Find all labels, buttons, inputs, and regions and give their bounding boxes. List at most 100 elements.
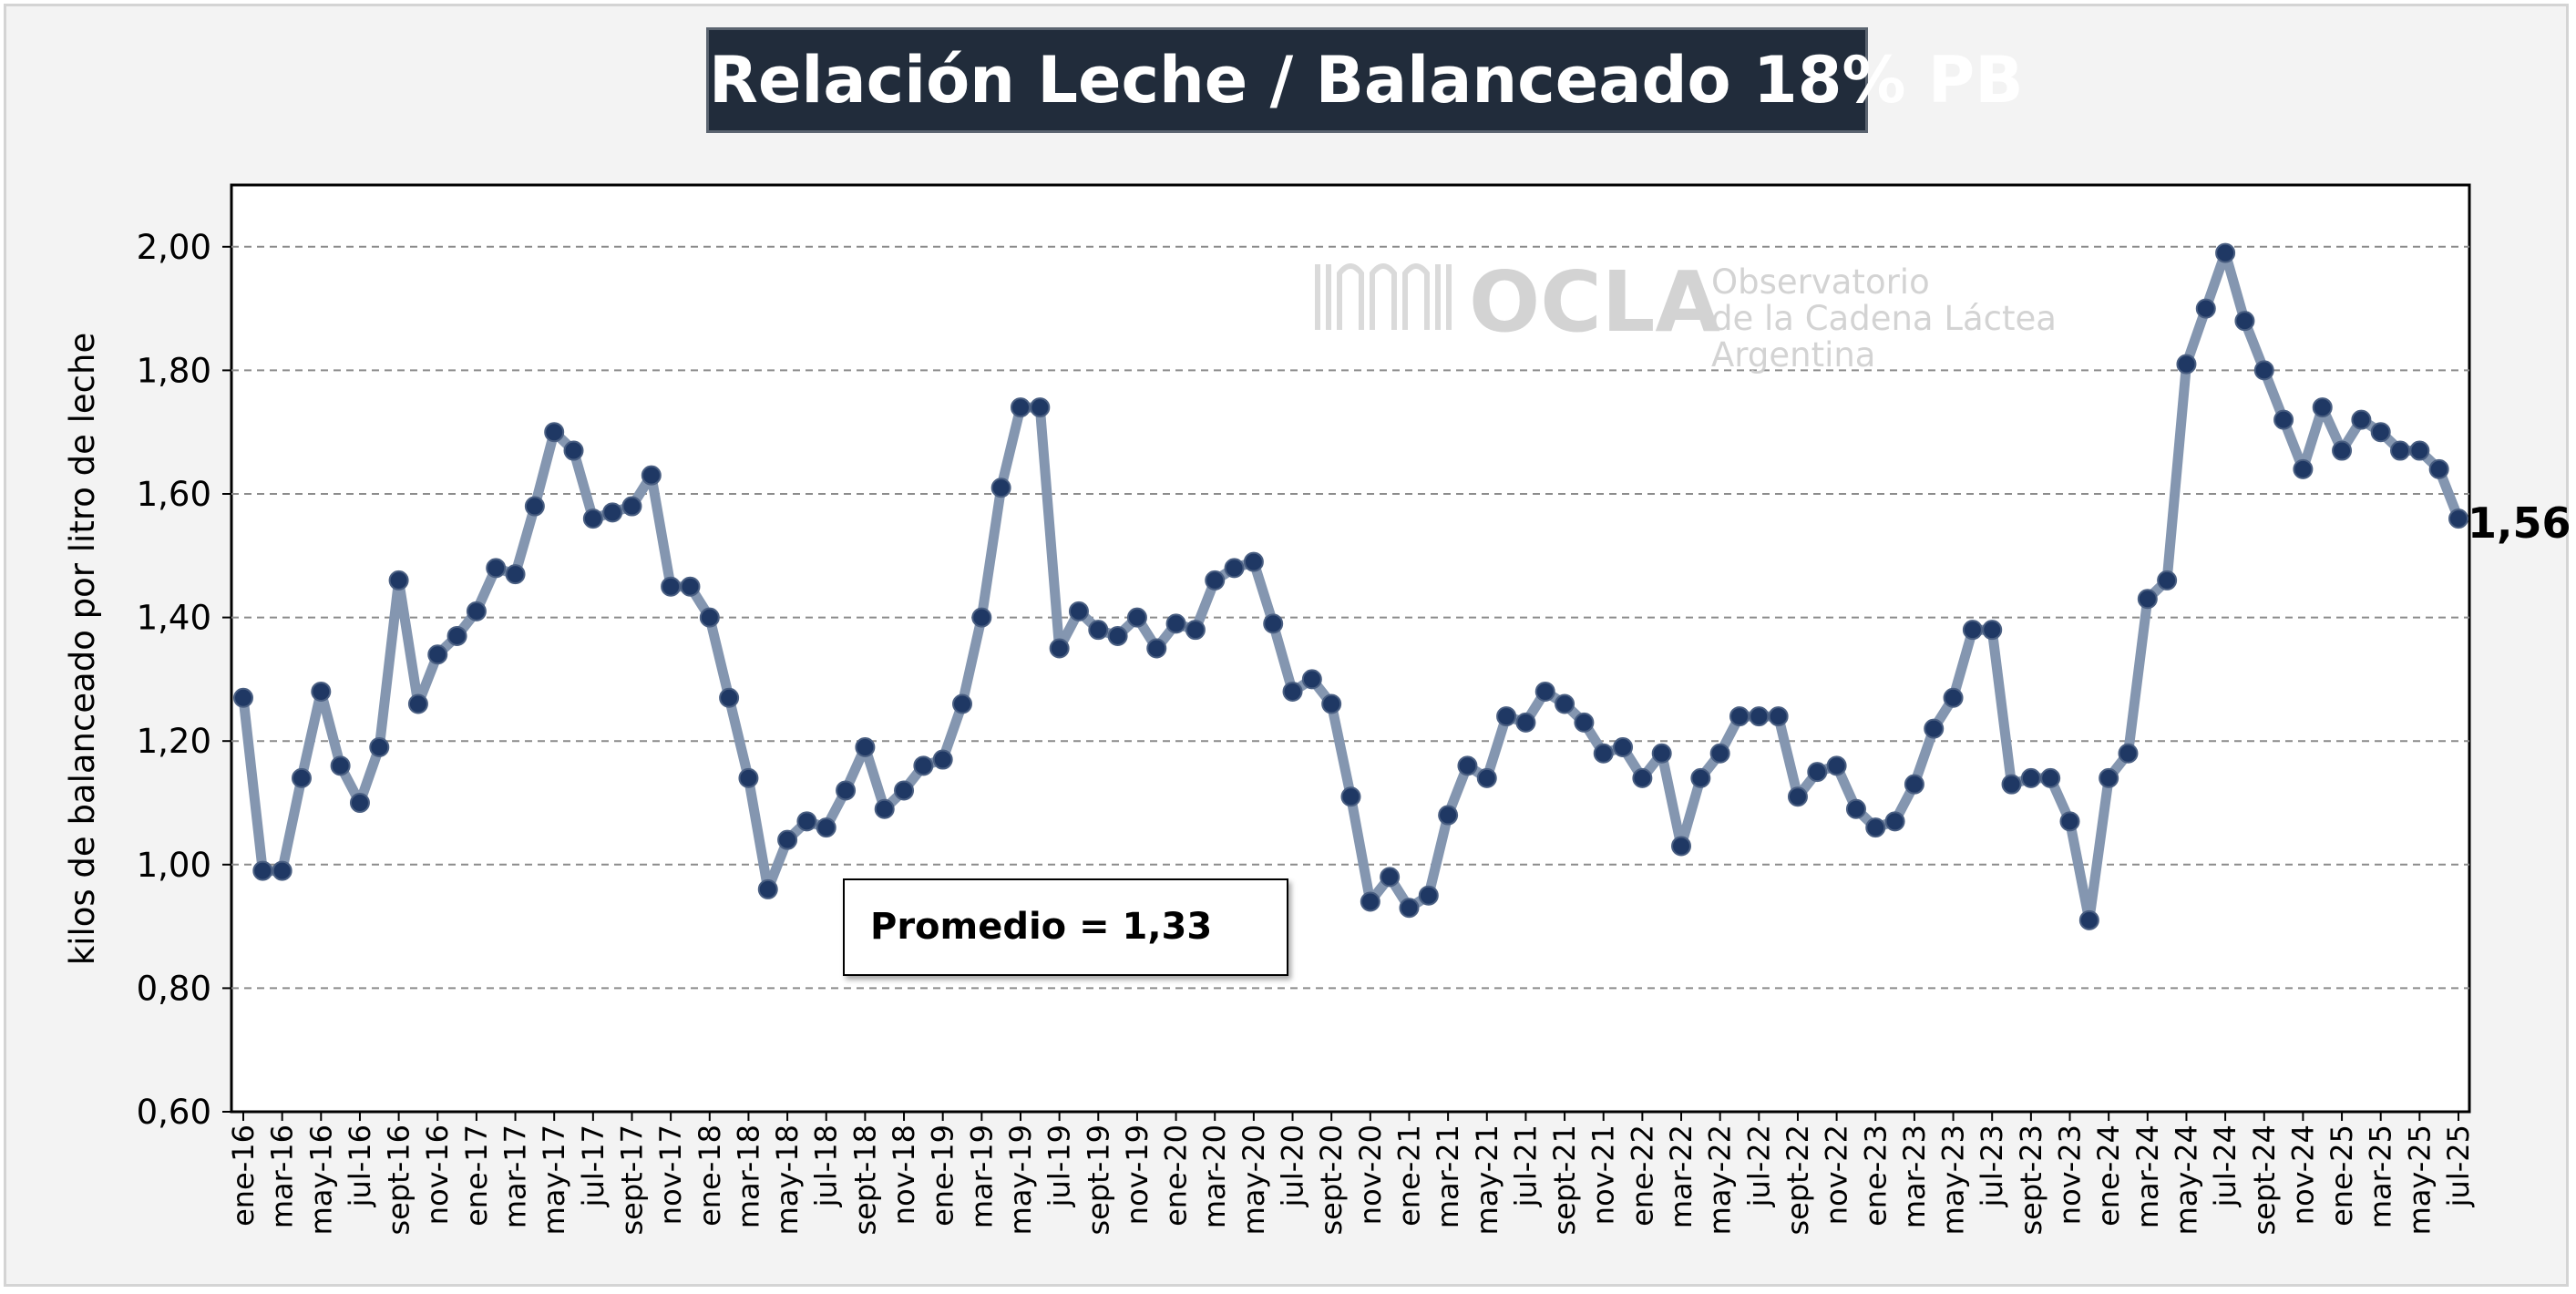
- data-point: [2351, 409, 2372, 430]
- data-point: [2157, 570, 2178, 591]
- data-point: [544, 422, 565, 443]
- x-tick-label: jul-24: [2208, 1125, 2242, 1207]
- x-tick-label: may-18: [770, 1125, 805, 1235]
- data-point: [757, 878, 778, 899]
- data-point: [719, 687, 740, 708]
- series-layer: [233, 242, 2468, 930]
- data-point: [1729, 706, 1750, 727]
- data-point: [1321, 693, 1342, 714]
- data-point: [913, 755, 934, 776]
- x-tick-label: jul-21: [1508, 1125, 1543, 1207]
- data-point: [2099, 767, 2119, 788]
- data-point: [1555, 693, 1575, 714]
- x-tick-label: may-19: [1003, 1125, 1038, 1235]
- x-tick-label: sept-17: [614, 1125, 649, 1235]
- x-tick-label: ene-20: [1159, 1125, 1194, 1227]
- x-tick-label: ene-24: [2091, 1125, 2126, 1227]
- ocla-logo-line2: de la Cadena Láctea: [1711, 299, 2057, 338]
- data-point: [932, 749, 953, 770]
- data-point: [427, 644, 448, 665]
- x-axis-ticks: ene-16 mar-16 may-16 jul-16 sept-16 nov-16 ene…: [226, 1112, 2476, 1235]
- data-point: [796, 811, 817, 832]
- x-tick-label: sept-18: [847, 1125, 882, 1235]
- data-point: [1243, 551, 1264, 572]
- data-point: [2253, 360, 2274, 381]
- data-point: [816, 817, 836, 838]
- data-point: [1884, 811, 1905, 832]
- x-tick-label: jul-20: [1276, 1125, 1310, 1207]
- data-point: [563, 440, 584, 461]
- data-point: [1962, 620, 1983, 641]
- data-point: [971, 607, 992, 628]
- data-point: [2390, 440, 2411, 461]
- x-tick-label: may-24: [2169, 1125, 2203, 1235]
- data-point: [1651, 743, 1672, 764]
- data-point: [621, 496, 642, 517]
- y-tick-label: 0,60: [137, 1093, 211, 1132]
- data-point: [1593, 743, 1614, 764]
- data-point: [1457, 755, 1478, 776]
- x-tick-label: mar-24: [2130, 1125, 2165, 1228]
- data-point: [2059, 811, 2080, 832]
- data-point: [1749, 706, 1770, 727]
- data-point: [1632, 767, 1653, 788]
- x-tick-label: nov-24: [2285, 1125, 2320, 1225]
- data-point: [1263, 613, 1284, 634]
- x-tick-label: ene-19: [926, 1125, 960, 1227]
- data-point: [2332, 440, 2353, 461]
- data-point: [1768, 706, 1789, 727]
- average-box: [843, 878, 1288, 976]
- y-tick-label: 1,20: [137, 722, 211, 761]
- data-point: [602, 502, 623, 523]
- x-tick-label: mar-22: [1664, 1125, 1699, 1228]
- data-point: [2312, 397, 2333, 418]
- data-point: [311, 681, 332, 702]
- x-tick-label: nov-22: [1820, 1125, 1854, 1225]
- data-point: [2078, 909, 2099, 930]
- x-tick-label: may-21: [1470, 1125, 1504, 1235]
- data-point: [2001, 774, 2022, 795]
- data-point: [291, 767, 312, 788]
- data-point: [1399, 898, 1420, 919]
- y-tick-label: 1,00: [137, 846, 211, 885]
- data-point: [2234, 311, 2255, 332]
- x-tick-label: nov-19: [1120, 1125, 1155, 1225]
- ocla-logo-mark: [1315, 263, 1452, 330]
- data-point: [2293, 458, 2314, 479]
- x-tick-label: mar-18: [731, 1125, 765, 1228]
- x-tick-label: nov-16: [420, 1125, 455, 1225]
- data-point: [661, 576, 682, 597]
- x-tick-label: may-23: [1936, 1125, 1971, 1235]
- data-point: [388, 570, 409, 591]
- x-tick-label: jul-19: [1042, 1125, 1077, 1207]
- data-point: [1360, 891, 1380, 912]
- data-point: [1282, 681, 1303, 702]
- y-tick-label: 1,80: [137, 351, 211, 390]
- x-tick-label: sept-16: [382, 1125, 416, 1235]
- data-point: [836, 780, 857, 801]
- x-tick-label: nov-17: [653, 1125, 688, 1225]
- x-tick-label: ene-23: [1858, 1125, 1893, 1227]
- data-point: [1574, 712, 1595, 733]
- x-tick-label: sept-24: [2247, 1125, 2282, 1235]
- plot-area: [230, 183, 2471, 1114]
- data-point: [2176, 354, 2197, 375]
- x-tick-label: ene-16: [226, 1125, 261, 1227]
- x-tick-label: jul-18: [809, 1125, 844, 1207]
- data-point: [505, 564, 526, 585]
- data-point: [349, 793, 370, 813]
- x-tick-label: sept-19: [1081, 1125, 1115, 1235]
- data-point: [1865, 817, 1886, 838]
- x-tick-label: nov-23: [2053, 1125, 2088, 1225]
- data-point: [1380, 867, 1401, 888]
- data-point: [1690, 767, 1711, 788]
- data-point: [1709, 743, 1730, 764]
- data-point: [1845, 798, 1866, 819]
- data-point: [330, 755, 351, 776]
- data-point: [407, 693, 428, 714]
- data-point: [777, 829, 798, 850]
- data-point: [233, 687, 253, 708]
- x-tick-label: may-20: [1237, 1125, 1271, 1235]
- data-point: [369, 736, 390, 757]
